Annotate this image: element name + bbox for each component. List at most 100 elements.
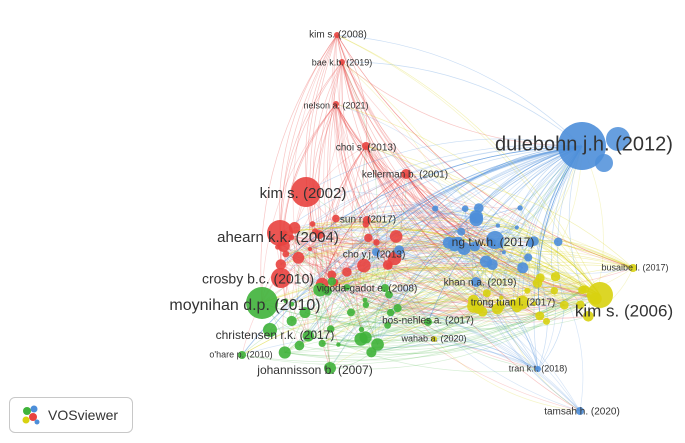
- network-nodes[interactable]: [238, 32, 637, 415]
- network-node[interactable]: [629, 264, 637, 272]
- network-edge: [305, 138, 583, 193]
- network-edge: [269, 328, 372, 353]
- network-edge: [335, 103, 400, 251]
- network-edge: [365, 145, 581, 412]
- network-node[interactable]: [471, 277, 481, 287]
- network-edge: [284, 267, 524, 353]
- node-label: khan n.a. (2019): [444, 278, 517, 289]
- network-node[interactable]: [271, 268, 291, 288]
- network-edge: [312, 223, 352, 313]
- network-node[interactable]: [381, 284, 389, 292]
- network-node[interactable]: [333, 101, 339, 107]
- network-edge: [291, 234, 320, 305]
- node-label: crosby b.c. (2010): [202, 271, 314, 287]
- network-edge: [463, 248, 581, 412]
- brand-name: VOSviewer: [48, 407, 119, 423]
- minor-node: [389, 230, 403, 243]
- network-node[interactable]: [267, 220, 293, 246]
- network-node[interactable]: [263, 323, 277, 337]
- network-edge: [319, 268, 596, 300]
- network-edge: [365, 211, 477, 225]
- network-labels: dulebohn j.h. (2012) kim s. (2006) moyniha…: [169, 30, 673, 418]
- network-edge: [375, 251, 581, 412]
- minor-node: [386, 308, 395, 317]
- node-label: trong tuan l. (2017): [471, 298, 556, 309]
- network-node[interactable]: [486, 231, 504, 249]
- network-edge: [279, 225, 499, 250]
- network-edge: [335, 281, 589, 313]
- network-edge: [260, 34, 338, 304]
- network-edge: [384, 207, 521, 289]
- minor-node: [532, 278, 543, 288]
- network-edge: [405, 173, 589, 296]
- minor-node: [364, 233, 373, 243]
- network-edge: [365, 145, 493, 265]
- network-edge: [321, 237, 369, 344]
- minor-node: [499, 295, 504, 300]
- network-edge: [346, 207, 479, 273]
- minor-node: [358, 326, 365, 333]
- network-edge: [365, 145, 501, 307]
- minor-node: [535, 311, 545, 321]
- network-edge: [365, 145, 589, 317]
- network-edge: [377, 294, 597, 345]
- network-node[interactable]: [576, 407, 584, 415]
- vosviewer-brand[interactable]: VOSviewer: [9, 397, 133, 433]
- network-edge: [365, 145, 479, 209]
- network-edge: [474, 246, 528, 292]
- network-node[interactable]: [334, 32, 340, 38]
- network-edge: [261, 274, 581, 306]
- network-edge: [322, 264, 634, 344]
- network-edge: [501, 297, 539, 370]
- network-edge: [335, 145, 583, 282]
- network-edge: [319, 289, 539, 370]
- minor-node: [461, 205, 469, 212]
- network-edge: [291, 219, 634, 269]
- network-edge: [364, 291, 498, 310]
- network-node[interactable]: [401, 169, 411, 179]
- network-edge: [308, 103, 337, 369]
- network-edge: [284, 233, 474, 301]
- network-edge: [328, 224, 367, 369]
- network-edge: [299, 297, 523, 346]
- network-node[interactable]: [372, 248, 380, 256]
- network-node[interactable]: [238, 351, 246, 359]
- network-edge: [336, 34, 477, 220]
- network-node[interactable]: [339, 59, 345, 65]
- minor-node: [343, 284, 351, 291]
- network-edge: [405, 173, 458, 241]
- network-node[interactable]: [558, 122, 606, 170]
- network-edge: [330, 299, 518, 330]
- network-edge: [497, 225, 601, 296]
- network-edge: [305, 190, 501, 246]
- network-edge: [298, 237, 369, 259]
- network-edge: [390, 208, 466, 313]
- network-edge: [291, 145, 583, 305]
- network-edge: [365, 145, 518, 308]
- network-edge: [298, 219, 368, 259]
- network-edge: [485, 251, 634, 269]
- network-node[interactable]: [362, 142, 370, 150]
- network-edge: [335, 218, 488, 294]
- network-node[interactable]: [509, 299, 517, 307]
- minor-node: [453, 236, 462, 245]
- network-edge: [350, 311, 483, 325]
- network-edge: [405, 173, 521, 209]
- network-node[interactable]: [291, 177, 321, 207]
- network-edge: [335, 103, 538, 284]
- network-node[interactable]: [324, 362, 336, 374]
- network-node[interactable]: [431, 336, 437, 342]
- network-edge: [315, 219, 368, 232]
- network-edge: [308, 145, 583, 337]
- network-node[interactable]: [246, 287, 278, 319]
- network-edge: [370, 294, 390, 353]
- network-edge: [405, 173, 596, 300]
- network-node[interactable]: [535, 366, 541, 372]
- network-node[interactable]: [587, 282, 613, 308]
- network-node[interactable]: [424, 318, 432, 326]
- network-node[interactable]: [363, 216, 371, 224]
- network-edge: [335, 103, 496, 241]
- network-edge: [364, 242, 450, 301]
- network-edge: [457, 231, 559, 243]
